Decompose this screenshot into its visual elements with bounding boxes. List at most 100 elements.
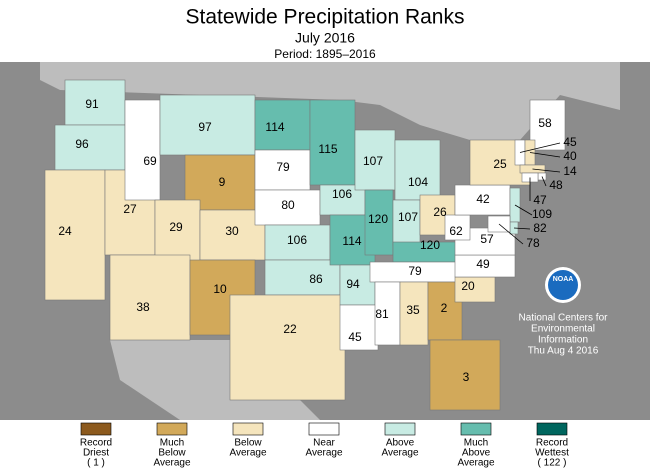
title: Statewide Precipitation Ranks [186, 6, 465, 29]
credit-line: National Centers for [519, 313, 609, 324]
legend-label: ( 122 ) [538, 458, 567, 469]
state [454, 184, 511, 216]
legend-label: Record [536, 438, 568, 449]
state [124, 99, 161, 201]
state [339, 264, 376, 306]
state-rank: 80 [281, 198, 295, 212]
state-rank: 107 [398, 210, 418, 224]
state [454, 276, 496, 303]
state-rank: 79 [408, 264, 422, 278]
credit-line: Environmental [531, 324, 595, 335]
state [44, 169, 106, 301]
state-rank: 40 [563, 149, 577, 163]
legend-label: Driest [83, 448, 109, 459]
state [354, 129, 396, 191]
state [394, 139, 441, 201]
legend-swatch [156, 422, 188, 436]
state-rank: 69 [143, 154, 157, 168]
state-rank: 104 [408, 175, 428, 189]
state-rank: 115 [318, 142, 337, 156]
state-rank: 49 [476, 257, 490, 271]
state-rank: 114 [342, 234, 361, 248]
state-rank: 9 [219, 175, 226, 189]
state [309, 99, 356, 186]
legend-label: Average [229, 448, 267, 459]
state-rank: 97 [198, 120, 212, 134]
legend-swatch [308, 422, 340, 436]
logo [548, 270, 578, 300]
credit-line: Information [538, 335, 588, 346]
leader-line [532, 168, 561, 173]
state-rank: 45 [563, 135, 577, 149]
state [54, 124, 126, 171]
state-rank: 79 [276, 160, 290, 174]
legend-label: Above [462, 448, 491, 459]
state-rank: 120 [420, 238, 440, 252]
state-rank: 29 [169, 220, 183, 234]
state-rank: 57 [480, 232, 494, 246]
state-rank: 10 [213, 282, 227, 296]
state-rank: 106 [287, 233, 307, 247]
state-rank: 30 [225, 224, 239, 238]
state-rank: 106 [332, 187, 352, 201]
subtitle: July 2016 [295, 30, 355, 46]
legend-label: Below [158, 448, 186, 459]
state [339, 304, 379, 351]
legend-label: ( 1 ) [87, 458, 105, 469]
state-rank: 45 [348, 330, 362, 344]
leader-line [541, 176, 547, 187]
state [264, 224, 331, 261]
legend-swatch [80, 422, 112, 436]
state-rank: 14 [563, 164, 577, 178]
state-rank: 107 [363, 154, 383, 168]
leader-line [519, 142, 561, 153]
state-rank: 42 [476, 192, 490, 206]
state-rank: 78 [526, 236, 540, 250]
canada [40, 62, 620, 140]
legend-label: Below [234, 438, 262, 449]
state-rank: 35 [406, 303, 420, 317]
leader-line [529, 152, 561, 158]
state [109, 254, 191, 341]
state [229, 294, 346, 401]
leader-line [513, 227, 531, 230]
state-rank: 81 [375, 307, 389, 321]
state-rank: 20 [461, 279, 475, 293]
state [199, 209, 266, 261]
legend-label: Average [381, 448, 419, 459]
state [399, 281, 429, 346]
state-rank: 48 [549, 178, 563, 192]
state-rank: 94 [346, 277, 360, 291]
state-rank: 26 [433, 205, 447, 219]
legend-label: Record [80, 438, 112, 449]
state-rank: 62 [449, 224, 463, 238]
state-rank: 47 [533, 193, 547, 207]
state [529, 99, 566, 151]
logo-text: NOAA [553, 276, 574, 283]
legend-swatch [536, 422, 568, 436]
legend-label: Much [464, 438, 488, 449]
credit-line: Thu Aug 4 2016 [528, 346, 599, 357]
state-rank: 2 [441, 301, 448, 315]
legend-label: Average [457, 458, 495, 469]
legend-label: Wettest [535, 448, 569, 459]
legend-label: Average [305, 448, 343, 459]
state-rank: 82 [533, 221, 547, 235]
state [429, 339, 501, 411]
state-rank: 86 [309, 272, 323, 286]
legend-swatch [384, 422, 416, 436]
legend-swatch [460, 422, 492, 436]
state-rank: 96 [75, 137, 89, 151]
state-rank: 114 [265, 120, 284, 134]
legend-label: Much [160, 438, 184, 449]
state [159, 94, 256, 156]
legend-swatch [232, 422, 264, 436]
state-rank: 38 [136, 300, 150, 314]
state-rank: 24 [58, 224, 72, 238]
leader-line [498, 223, 524, 245]
state-rank: 3 [463, 370, 470, 384]
legend-label: Above [386, 438, 415, 449]
state-rank: 58 [538, 116, 552, 130]
period: Period: 1895–2016 [274, 47, 376, 61]
